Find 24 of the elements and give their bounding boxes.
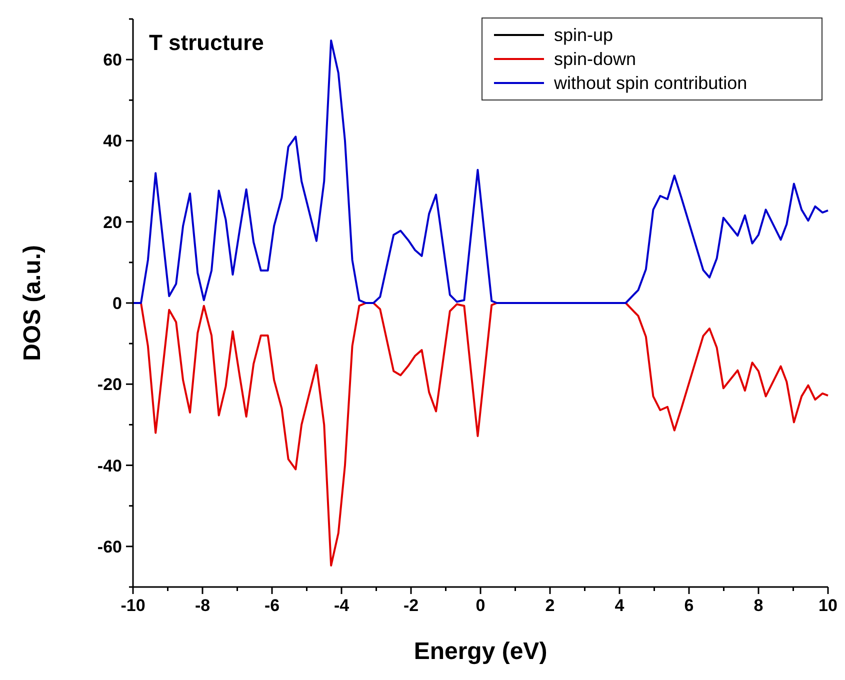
legend-label: spin-down [554, 49, 636, 69]
y-axis-title: DOS (a.u.) [19, 244, 46, 362]
y-tick-label: -20 [97, 375, 122, 394]
x-tick-label: 4 [614, 596, 625, 615]
legend-label: spin-up [554, 25, 614, 45]
text: T structure [149, 30, 264, 55]
x-tick-label: -8 [194, 596, 210, 615]
y-tick-label: 0 [112, 294, 122, 313]
x-tick-label: -4 [334, 596, 350, 615]
y-tick-label: 40 [103, 132, 122, 151]
x-tick-label: 6 [684, 596, 694, 615]
x-tick-label: 8 [754, 596, 764, 615]
y-tick-label: -40 [97, 456, 122, 476]
x-axis-title: Energy (eV) [414, 638, 548, 665]
x-tick-label: -10 [120, 596, 146, 615]
x-tick-label: 10 [818, 596, 838, 615]
y-tick-label: 60 [103, 50, 122, 70]
x-tick-label: 2 [545, 596, 555, 615]
x-tick-label: -2 [403, 596, 419, 615]
x-tick-label: 0 [476, 596, 486, 615]
legend-label: without spin contribution [553, 73, 748, 93]
y-tick-label: 20 [103, 212, 122, 232]
x-tick-label: -6 [264, 596, 280, 615]
y-tick-label: -60 [97, 537, 122, 556]
